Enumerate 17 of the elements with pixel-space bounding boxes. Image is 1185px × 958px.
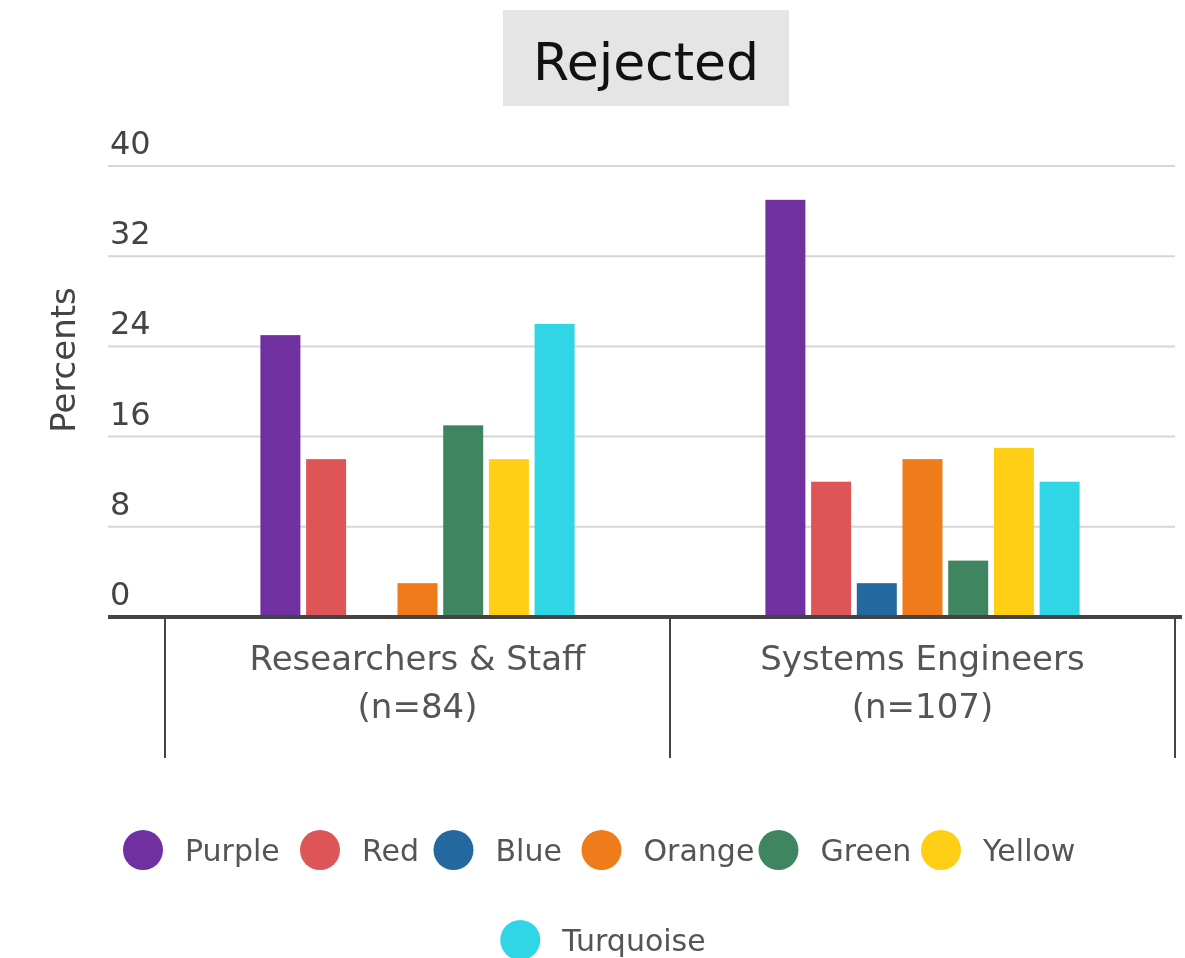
y-tick-label: 40 (110, 124, 151, 162)
x-tick-label: Researchers & Staff (n=84) (249, 638, 587, 726)
legend-label: Green (820, 833, 912, 868)
legend-label: Yellow (982, 833, 1076, 868)
y-tick-label: 32 (110, 214, 151, 253)
legend-label: Orange (643, 833, 755, 868)
y-tick-label: 0 (110, 575, 131, 613)
y-tick-label: 8 (110, 484, 131, 523)
legend-label: Turquoise (561, 923, 706, 958)
legend-label: Purple (185, 833, 280, 868)
chart-title: Rejected (532, 32, 760, 92)
legend-label: Red (362, 833, 419, 868)
x-tick-label: Systems Engineers (n=107) (760, 638, 1085, 726)
legend-label: Blue (495, 833, 562, 868)
y-axis-title: Percents (43, 287, 83, 433)
y-tick-label: 16 (110, 394, 151, 433)
y-tick-label: 24 (110, 304, 151, 343)
